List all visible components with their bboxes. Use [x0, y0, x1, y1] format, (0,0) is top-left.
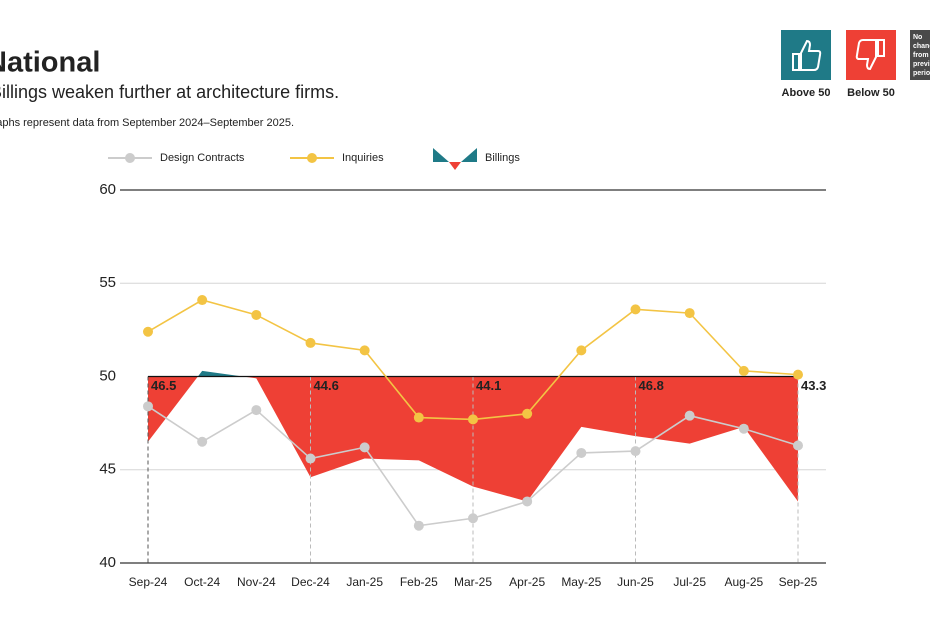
point — [305, 453, 316, 464]
x-tick-label: Feb-25 — [400, 575, 438, 589]
y-tick-label: 55 — [99, 274, 116, 291]
point — [576, 447, 587, 458]
legend-label: Design Contracts — [160, 152, 245, 164]
point — [305, 337, 316, 348]
x-tick-label: Nov-24 — [237, 575, 276, 589]
x-tick-label: Jan-25 — [346, 575, 383, 589]
x-tick-label: Mar-25 — [454, 575, 492, 589]
x-tick-label: Oct-24 — [184, 575, 220, 589]
point — [413, 520, 424, 531]
legend-swatch — [307, 153, 317, 163]
data-label: 46.8 — [639, 378, 664, 393]
legend-swatch — [449, 162, 461, 170]
point — [630, 446, 641, 457]
legend-swatch — [433, 148, 449, 162]
point — [359, 442, 370, 453]
key-label: Below 50 — [847, 87, 895, 99]
no-change-box: No change from previous period — [910, 30, 930, 80]
point — [413, 412, 424, 423]
x-tick-label: Jun-25 — [617, 575, 654, 589]
key-label: No change from previous period — [913, 34, 930, 77]
title: National — [0, 47, 100, 79]
point — [630, 304, 641, 315]
data-label: 44.6 — [314, 378, 339, 393]
point — [251, 405, 262, 416]
data-label: 44.1 — [476, 378, 501, 393]
point — [197, 295, 208, 306]
above-box — [781, 30, 831, 80]
point — [197, 436, 208, 447]
point — [738, 423, 749, 434]
point — [143, 401, 153, 412]
point — [793, 440, 803, 451]
key-label: Above 50 — [782, 87, 831, 99]
data-label: 46.5 — [151, 378, 176, 393]
data-label: 43.3 — [801, 378, 826, 393]
x-tick-label: Dec-24 — [291, 575, 330, 589]
point — [684, 308, 695, 319]
x-tick-label: May-25 — [561, 575, 601, 589]
point — [251, 309, 262, 320]
legend-swatch — [125, 153, 135, 163]
x-tick-label: Jul-25 — [673, 575, 706, 589]
point — [522, 496, 533, 507]
thumb-up-icon — [792, 39, 822, 71]
y-tick-label: 50 — [99, 367, 116, 384]
point — [576, 345, 587, 356]
point — [684, 410, 695, 421]
y-tick-label: 40 — [99, 554, 116, 571]
legend-label: Inquiries — [342, 152, 384, 164]
legend-swatch — [461, 148, 477, 162]
point — [738, 365, 749, 376]
point — [143, 326, 153, 337]
thumb-down-icon — [855, 39, 885, 71]
x-tick-label: Aug-25 — [724, 575, 763, 589]
point — [468, 414, 478, 425]
y-tick-label: 45 — [99, 461, 116, 478]
legend-label: Billings — [485, 152, 520, 164]
point — [359, 345, 370, 356]
point — [522, 408, 533, 419]
x-tick-label: Apr-25 — [509, 575, 545, 589]
point — [793, 369, 803, 380]
x-tick-label: Sep-24 — [129, 575, 168, 589]
note: Graphs represent data from September 202… — [0, 117, 294, 129]
y-tick-label: 60 — [99, 181, 116, 198]
x-tick-label: Sep-25 — [779, 575, 818, 589]
point — [468, 513, 478, 524]
below-box — [846, 30, 896, 80]
subtitle: Billings weaken further at architecture … — [0, 82, 339, 102]
